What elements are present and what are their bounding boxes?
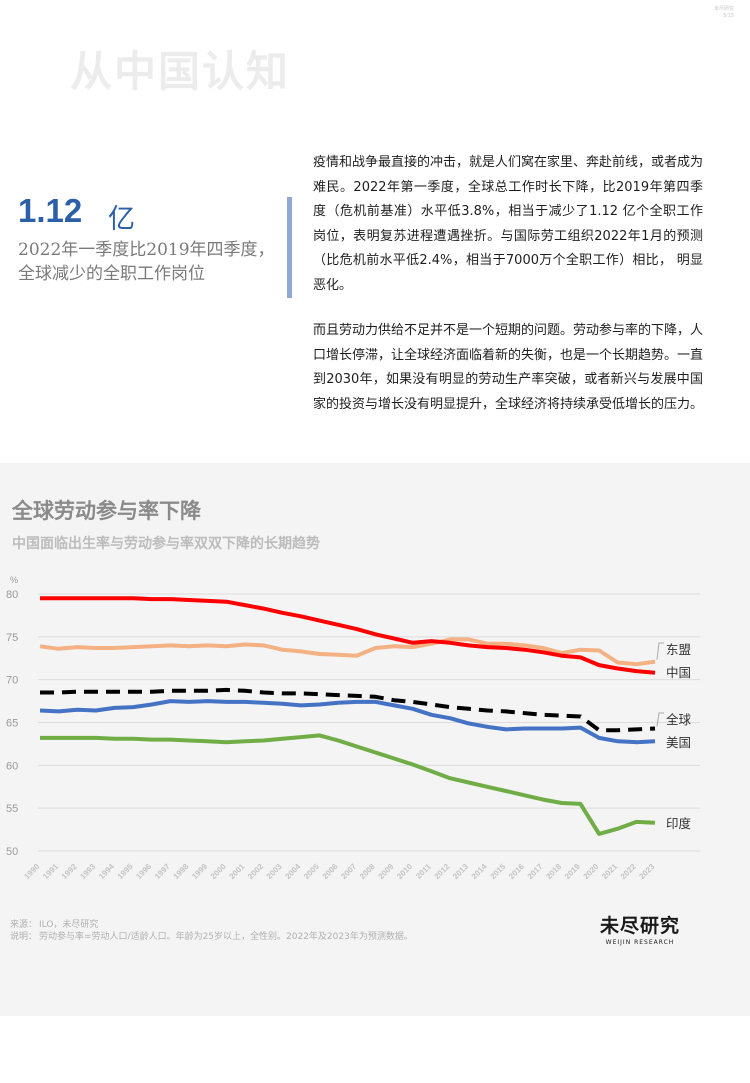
y-tick-label-50: 50 [6,846,18,858]
logo-subtext: WEIJIN RESEARCH [605,939,675,946]
highlight-number: 1.12 [18,192,83,229]
header-page-number: 3/15 [722,13,734,19]
source-label: 来源： [10,920,38,930]
series-line-3 [39,699,656,745]
x-tick-label-1991: 1991 [41,862,60,881]
y-tick-label-55: 55 [6,803,18,815]
x-tick-label-2010: 2010 [395,862,414,881]
header-corner-mark: 未尽研究 3/15 [714,6,734,20]
x-tick-label-2014: 2014 [470,862,489,881]
highlight-divider-bar [287,197,292,298]
series-line-4 [40,733,656,836]
chart-subtitle: 中国面临出生率与劳动参与率双双下降的长期趋势 [12,536,320,552]
y-tick-label-80: 80 [6,589,18,601]
x-tick-label-2019: 2019 [563,862,582,881]
source-line: 来源： ILO，未尽研究 [10,919,413,931]
x-tick-label-2003: 2003 [265,862,284,881]
logo-text: 未尽研究 [600,915,681,937]
x-tick-label-2002: 2002 [246,862,265,881]
highlight-caption: 2022年一季度比2019年四季度， 全球减少的全职工作岗位 [18,238,280,286]
x-tick-label-2021: 2021 [600,862,619,881]
x-tick-label-1997: 1997 [153,862,172,881]
x-tick-label-2006: 2006 [321,862,340,881]
note-text: 劳动参与率=劳动人口/适龄人口。年龄为25岁以上，全性别。2022年及2023年… [39,932,413,942]
x-tick-label-2012: 2012 [432,862,451,881]
series-label-1: 中国 [666,665,691,680]
x-tick-label-2005: 2005 [302,862,321,881]
x-tick-label-2001: 2001 [227,862,246,881]
x-tick-label-1999: 1999 [190,862,209,881]
highlight-caption-line2: 全球减少的全职工作岗位 [18,264,205,284]
series-label-0: 东盟 [666,642,691,657]
x-tick-label-2023: 2023 [637,862,656,881]
x-tick-label-1990: 1990 [22,862,41,881]
y-tick-label-70: 70 [6,675,18,687]
series-line-2 [40,687,656,733]
x-tick-label-2015: 2015 [488,862,507,881]
header-brand-text: 未尽研究 [713,6,734,12]
x-tick-label-2009: 2009 [377,862,396,881]
series-leader-2 [656,712,664,727]
y-tick-label-60: 60 [6,760,18,772]
note-label: 说明： [10,932,38,942]
x-tick-label-2008: 2008 [358,862,377,881]
x-tick-label-2017: 2017 [526,862,545,881]
highlight-caption-line1: 2022年一季度比2019年四季度， [18,240,275,260]
x-tick-label-1994: 1994 [97,862,116,881]
x-tick-label-2013: 2013 [451,862,470,881]
section-watermark-title: 从中国认知 [70,47,291,96]
chart-notes: 来源： ILO，未尽研究 说明： 劳动参与率=劳动人口/适龄人口。年龄为25岁以上，… [10,919,413,943]
y-axis-unit: % [10,575,18,585]
source-text: ILO，未尽研究 [39,920,99,930]
series-label-2: 全球 [666,712,692,727]
body-paragraph-1: 疫情和战争最直接的冲击，就是人们窝在家里、奔赴前线，或者成为难民。2022年第一… [313,155,704,293]
y-tick-label-75: 75 [6,632,18,644]
x-tick-label-2000: 2000 [209,862,228,881]
x-tick-label-1992: 1992 [60,862,79,881]
x-tick-label-2018: 2018 [544,862,563,881]
series-line-0 [39,637,656,667]
y-tick-label-65: 65 [6,718,18,730]
x-tick-label-2016: 2016 [507,862,526,881]
x-tick-label-2007: 2007 [339,862,358,881]
highlight-unit: 亿 [108,204,135,235]
series-leader-0 [656,642,664,660]
x-tick-label-1995: 1995 [116,862,135,881]
x-tick-label-1998: 1998 [172,862,191,881]
weijin-logo: 未尽研究 WEIJIN RESEARCH [600,911,680,946]
chart-title: 全球劳动参与率下降 [12,499,201,523]
x-tick-label-2022: 2022 [619,862,638,881]
series-label-3: 美国 [666,735,691,750]
chart-panel: 全球劳动参与率下降 中国面临出生率与劳动参与率双双下降的长期趋势 50 55 60 6… [0,463,750,1016]
body-paragraph-2: 而且劳动力供给不足并不是一个短期的问题。劳动参与率的下降，人口增长停滞，让全球经… [313,323,704,412]
x-tick-label-2004: 2004 [283,862,302,881]
series-label-4: 印度 [666,816,692,831]
x-tick-label-1993: 1993 [78,862,97,881]
note-line: 说明： 劳动参与率=劳动人口/适龄人口。年龄为25岁以上，全性别。2022年及20… [10,931,413,943]
x-tick-label-2020: 2020 [582,862,601,881]
x-tick-label-1996: 1996 [134,862,153,881]
series-line-1 [40,596,656,675]
x-tick-label-2011: 2011 [414,862,433,881]
